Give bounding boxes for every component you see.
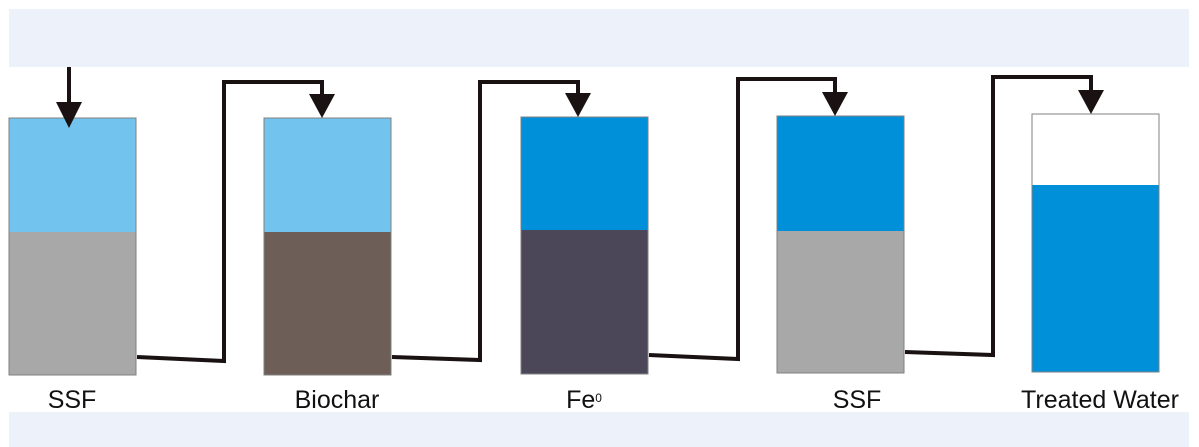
water-layer	[521, 117, 648, 230]
column-treated-water	[1031, 113, 1160, 373]
pipe-ssf-to-biochar	[136, 80, 335, 364]
arrow-head-icon	[1078, 90, 1104, 114]
pipe-biochar-to-iron	[391, 80, 591, 363]
bottom-background-band	[9, 412, 1189, 447]
column-outline	[520, 116, 649, 375]
pipe-iron-to-ssf	[648, 77, 848, 362]
arrow-head-icon	[56, 102, 82, 128]
label-biochar: Biochar	[294, 386, 380, 414]
label-ssf-2: SSF	[832, 386, 882, 414]
sand-filter-media	[777, 231, 904, 373]
sand-filter-media	[9, 232, 136, 375]
inlet-arrow	[56, 67, 82, 128]
label-iron-superscript: 0	[595, 391, 602, 405]
column-iron	[520, 116, 649, 375]
column-ssf-2	[776, 115, 905, 374]
water-layer	[9, 118, 136, 232]
water-layer	[777, 116, 904, 231]
column-outline	[263, 117, 392, 376]
column-ssf-1	[8, 117, 137, 376]
column-outline	[776, 115, 905, 374]
top-background-band	[9, 9, 1189, 67]
water-layer	[264, 118, 391, 232]
label-treated-water: Treated Water	[1021, 386, 1179, 414]
biochar-media	[264, 232, 391, 375]
arrow-head-icon	[309, 94, 335, 118]
arrow-head-icon	[565, 93, 591, 117]
iron-media	[521, 230, 648, 374]
empty-headspace	[1032, 114, 1159, 185]
column-outline	[1031, 113, 1160, 373]
label-iron: Fe0	[566, 386, 602, 414]
treated-water-layer	[1032, 185, 1159, 372]
column-biochar	[263, 117, 392, 376]
arrow-head-icon	[822, 92, 848, 116]
pipe-ssf-to-treated-water	[904, 75, 1104, 358]
label-ssf-1: SSF	[47, 386, 97, 414]
